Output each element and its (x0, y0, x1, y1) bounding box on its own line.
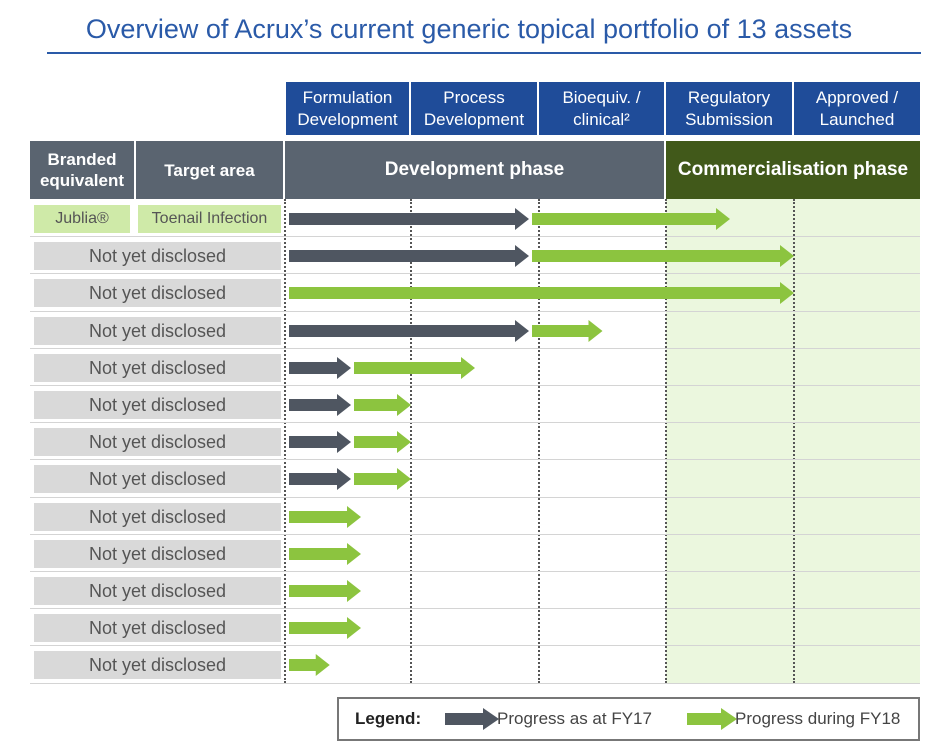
stage-label-line1: Bioequiv. / (562, 87, 641, 107)
progress-fy17-arrow (289, 431, 351, 454)
header-development-phase: Development phase (285, 141, 664, 199)
stage-bioequiv-clinical: Bioequiv. / clinical² (539, 82, 664, 135)
stage-formulation-development: Formulation Development (286, 82, 409, 135)
branded-equivalent-label: Not yet disclosed (34, 539, 281, 568)
progress-fy18-arrow (289, 617, 361, 640)
header-branded-equivalent: Branded equivalent (30, 141, 134, 199)
stage-label-line1: Process (443, 87, 505, 107)
branded-equivalent-label: Not yet disclosed (34, 502, 281, 531)
branded-equivalent-label: Not yet disclosed (34, 316, 281, 345)
stage-label-line1: Formulation (302, 87, 393, 107)
progress-fy18-arrow (289, 542, 361, 565)
legend-title: Legend: (355, 709, 422, 728)
stage-divider (410, 199, 412, 683)
row-separator (30, 310, 920, 312)
progress-fy18-arrow (354, 431, 411, 454)
progress-fy17-arrow (289, 245, 529, 268)
stage-label-line1: Regulatory (687, 87, 771, 107)
branded-equivalent-label: Jublia® (34, 205, 130, 233)
progress-fy17-arrow (289, 394, 351, 416)
row-separator (30, 645, 920, 647)
progress-fy18-arrow (354, 356, 475, 379)
stage-label-line2: Launched (819, 109, 895, 129)
branded-equivalent-label: Not yet disclosed (34, 651, 281, 680)
title-underline (47, 52, 921, 54)
stage-divider (793, 199, 795, 683)
header-branded-line2: equivalent (39, 171, 125, 190)
stage-label-line1: Approved / (815, 87, 899, 107)
row-separator (30, 571, 920, 572)
header-commercialisation-phase: Commercialisation phase (666, 141, 920, 199)
progress-fy17-arrow (289, 319, 529, 342)
row-separator (30, 273, 920, 275)
stage-divider (665, 199, 667, 683)
stage-label-line2: Development (423, 109, 525, 129)
legend-fy17-label: Progress as at FY17 (497, 709, 652, 728)
progress-fy18-arrow (289, 580, 361, 602)
stage-divider (538, 199, 540, 683)
stage-label-line2: Development (297, 109, 398, 129)
progress-fy18-arrow (532, 319, 603, 342)
row-separator (30, 682, 920, 684)
legend-fy17-arrow-icon (445, 708, 499, 730)
legend: Legend: Progress as at FY17 Progress dur… (337, 697, 920, 741)
progress-fy18-arrow (289, 654, 330, 677)
branded-equivalent-label: Not yet disclosed (34, 577, 281, 605)
row-separator (30, 459, 920, 461)
progress-fy17-arrow (289, 468, 351, 491)
legend-fy18-label: Progress during FY18 (735, 709, 901, 728)
stage-divider (284, 199, 286, 683)
row-separator (30, 496, 920, 498)
progress-fy18-arrow (289, 505, 361, 528)
row-separator (30, 422, 920, 424)
progress-fy17-arrow (289, 208, 529, 230)
branded-equivalent-label: Not yet disclosed (34, 391, 281, 419)
header-target-area: Target area (136, 141, 283, 199)
stage-label-line2: clinical² (573, 109, 630, 129)
branded-equivalent-label: Not yet disclosed (34, 465, 281, 494)
branded-equivalent-label: Not yet disclosed (34, 353, 281, 382)
row-separator (30, 533, 920, 535)
stage-regulatory-submission: Regulatory Submission (666, 82, 792, 135)
row-separator (30, 608, 920, 610)
progress-fy18-arrow (354, 394, 411, 416)
branded-equivalent-label: Not yet disclosed (34, 279, 281, 308)
stage-approved-launched: Approved / Launched (794, 82, 920, 135)
progress-fy18-arrow (532, 208, 730, 230)
progress-fy18-arrow (532, 245, 794, 268)
branded-equivalent-label: Not yet disclosed (34, 614, 281, 643)
row-separator (30, 236, 920, 238)
row-separator (30, 385, 920, 386)
stage-label-line2: Submission (685, 109, 773, 129)
header-branded-line1: Branded (47, 150, 117, 169)
branded-equivalent-label: Not yet disclosed (34, 242, 281, 271)
stage-process-development: Process Development (411, 82, 537, 135)
row-separator (30, 347, 920, 349)
branded-equivalent-label: Not yet disclosed (34, 428, 281, 457)
target-area-label: Toenail Infection (138, 205, 281, 233)
progress-fy18-arrow (354, 468, 411, 491)
legend-fy18-arrow-icon (687, 708, 737, 730)
progress-fy18-arrow (289, 282, 794, 305)
page-title: Overview of Acrux’s current generic topi… (85, 14, 853, 44)
progress-fy17-arrow (289, 356, 351, 379)
